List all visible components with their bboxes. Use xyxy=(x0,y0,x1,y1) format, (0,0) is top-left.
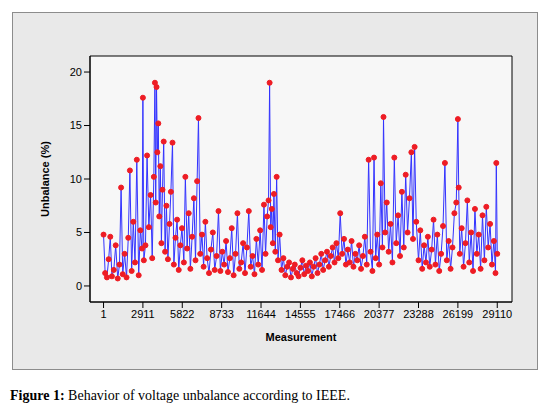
svg-text:Unbalance (%): Unbalance (%) xyxy=(39,141,51,217)
svg-text:20377: 20377 xyxy=(364,308,395,320)
svg-text:2911: 2911 xyxy=(131,308,155,320)
svg-text:Measurement: Measurement xyxy=(266,331,337,343)
svg-text:23288: 23288 xyxy=(403,308,434,320)
svg-text:17466: 17466 xyxy=(324,308,355,320)
svg-text:0: 0 xyxy=(76,280,82,292)
svg-text:8733: 8733 xyxy=(209,308,233,320)
svg-text:10: 10 xyxy=(70,173,82,185)
svg-text:15: 15 xyxy=(70,119,82,131)
svg-text:5: 5 xyxy=(76,226,82,238)
svg-text:20: 20 xyxy=(70,66,82,78)
svg-text:29110: 29110 xyxy=(482,308,512,320)
svg-text:1: 1 xyxy=(100,308,106,320)
html-text:Figure 1: Behavior of voltage: Figure 1: Behavior of voltage unbalance … xyxy=(10,388,350,403)
svg-text:14555: 14555 xyxy=(285,308,316,320)
svg-text:5822: 5822 xyxy=(170,308,194,320)
svg-text:26199: 26199 xyxy=(443,308,474,320)
svg-text:11644: 11644 xyxy=(246,308,276,320)
